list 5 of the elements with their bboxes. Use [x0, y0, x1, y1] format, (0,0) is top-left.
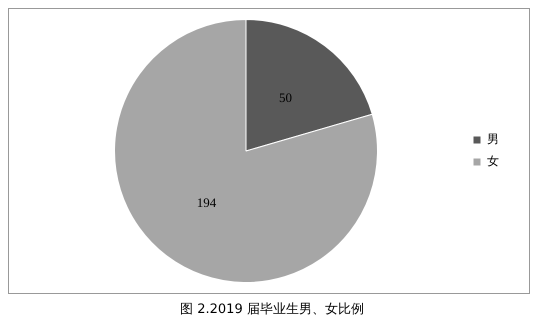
text: 图 2.2019 届毕业生男、女比例	[179, 301, 365, 318]
data-label: 50	[278, 90, 292, 105]
legend-label: 女	[487, 154, 499, 168]
legend-label: 男	[487, 132, 499, 146]
data-label: 194	[196, 195, 217, 210]
